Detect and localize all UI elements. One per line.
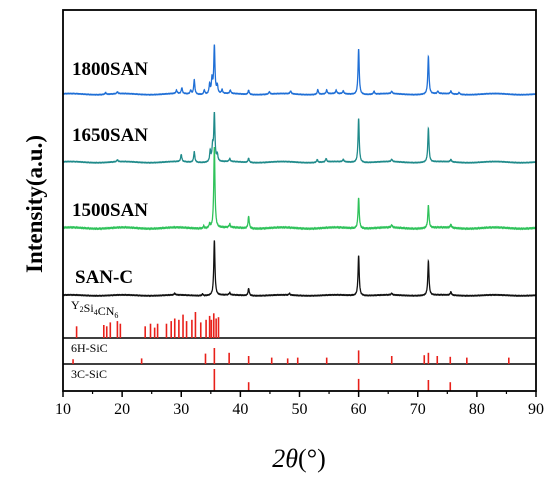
x-axis-title: 2θ(°) <box>272 444 326 473</box>
series-label-1650san: 1650SAN <box>72 125 148 146</box>
x-tick-label: 80 <box>469 401 485 418</box>
series-line-1800san <box>62 44 537 97</box>
x-axis-ticks: 10 20 30 40 50 60 70 80 90 <box>55 391 544 418</box>
series-line-san-c <box>62 240 537 298</box>
reference-label-y2si4cn6: Y2Si4CN6 <box>71 298 118 320</box>
x-tick-label: 60 <box>351 401 367 418</box>
x-tick-label: 20 <box>114 401 130 418</box>
reference-panels: Y2Si4CN6 6H-SiC 3C-SiC <box>63 298 536 391</box>
series-line-1500san <box>62 146 537 231</box>
series-label-1500san: 1500SAN <box>72 200 148 221</box>
x-tick-label: 10 <box>55 401 71 418</box>
x-tick-label: 70 <box>410 401 426 418</box>
x-tick-label: 40 <box>232 401 248 418</box>
x-tick-label: 30 <box>173 401 189 418</box>
reference-label-6h-sic: 6H-SiC <box>71 341 108 355</box>
x-axis-unit: (°) <box>298 444 326 473</box>
x-axis-symbol: 2θ <box>272 444 298 473</box>
reference-label-3c-sic: 3C-SiC <box>71 367 107 381</box>
series-lines: 1800SAN 1650SAN 1500SAN SAN-C <box>62 44 537 298</box>
x-tick-label: 90 <box>528 401 544 418</box>
y-axis-title: Intensity(a.u.) <box>22 135 47 273</box>
series-line-1650san <box>62 111 537 164</box>
series-label-1800san: 1800SAN <box>72 59 148 80</box>
x-tick-label: 50 <box>292 401 308 418</box>
series-label-san-c: SAN-C <box>75 267 133 288</box>
